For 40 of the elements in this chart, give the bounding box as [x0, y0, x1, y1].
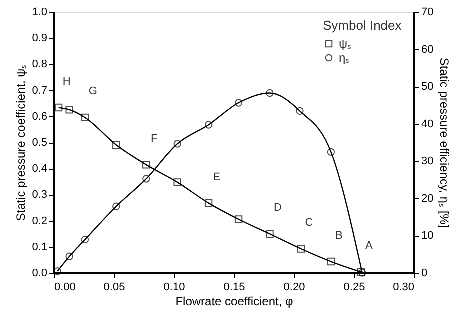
x-axis-title: Flowrate coefficient, φ — [176, 294, 294, 308]
annotation: D — [274, 202, 282, 214]
x-tick-label: 0.20 — [284, 282, 306, 294]
y2-tick-label: 10 — [422, 230, 434, 242]
y-tick-label: 0.6 — [32, 110, 48, 123]
y-tick-label: 0.0 — [32, 268, 48, 280]
y-tick-label: 0.7 — [32, 84, 48, 97]
y2-tick-label: 60 — [422, 44, 434, 56]
legend-title: Symbol Index — [323, 18, 402, 33]
x-tick-label: 0.30 — [393, 282, 414, 294]
annotation: B — [336, 230, 343, 242]
y-axis-title: Static pressure coefficient, ψₛ — [14, 64, 28, 222]
y2-tick-label: 70 — [422, 6, 434, 18]
x-tick-label: 0.10 — [164, 282, 186, 294]
y-tick-label: 0.4 — [32, 163, 48, 176]
y-tick-label: 1.0 — [32, 6, 48, 18]
y2-axis-title: Static pressure efficiency, ηₛ [%] — [438, 58, 452, 228]
y-tick-label: 0.2 — [32, 215, 48, 228]
y-tick-label: 0.9 — [32, 32, 48, 45]
legend-label: ηₛ — [339, 51, 350, 65]
annotation: F — [151, 132, 158, 145]
x-tick-label: 0.25 — [344, 282, 366, 294]
annotation: A — [366, 240, 374, 252]
x-tick-label: 0.00 — [54, 282, 76, 294]
y2-tick-label: 0 — [422, 268, 428, 280]
x-tick-label: 0.15 — [224, 282, 246, 294]
annotation: H — [62, 76, 71, 88]
y-tick-label: 0.8 — [32, 58, 48, 71]
annotation: E — [213, 171, 220, 184]
legend-label: ψₛ — [339, 37, 352, 51]
annotation: G — [88, 86, 98, 98]
annotation: C — [305, 216, 314, 229]
y-tick-label: 0.1 — [32, 241, 48, 254]
y-tick-label: 0.3 — [32, 189, 48, 202]
y-tick-label: 0.5 — [32, 137, 48, 149]
y2-tick-label: 30 — [422, 156, 434, 168]
y2-tick-label: 20 — [422, 192, 434, 205]
x-tick-label: 0.05 — [104, 282, 126, 294]
y2-tick-label: 50 — [422, 81, 434, 94]
y2-tick-label: 40 — [422, 118, 434, 130]
